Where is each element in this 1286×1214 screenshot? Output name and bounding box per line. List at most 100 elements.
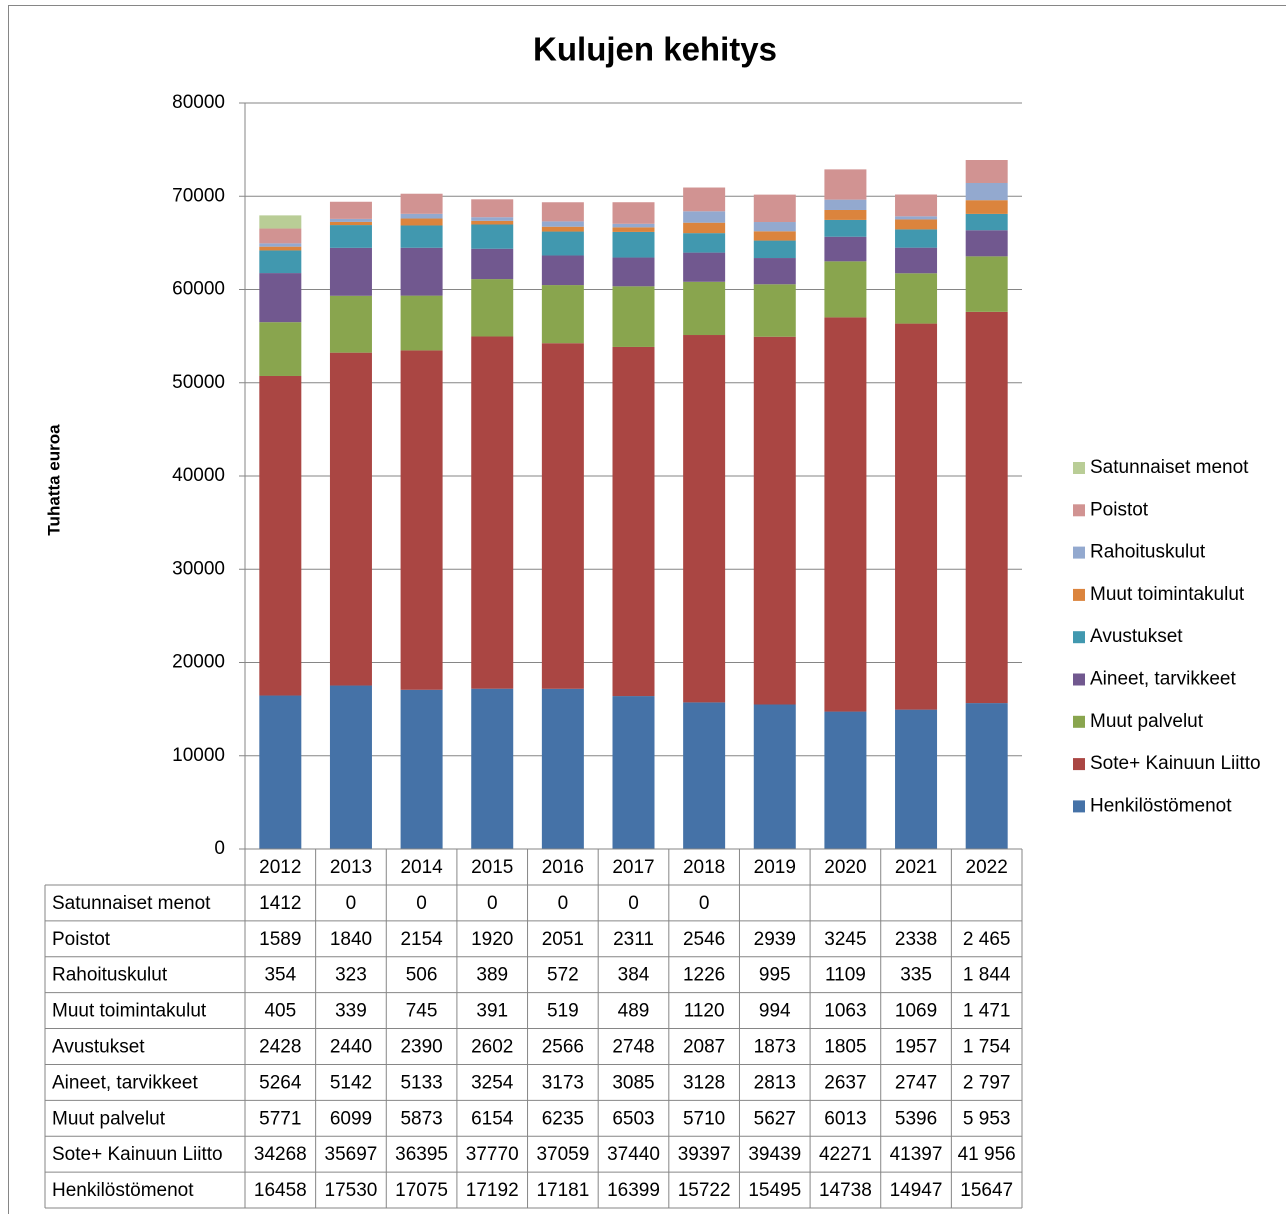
table-cell: 3173 <box>542 1072 584 1093</box>
table-cell: 2338 <box>895 929 937 950</box>
bar-segment <box>824 169 867 200</box>
bar-segment <box>541 255 584 286</box>
bar-segment <box>683 702 726 849</box>
bar-segment <box>895 229 938 248</box>
x-tick-label: 2016 <box>542 857 584 878</box>
table-cell: 2602 <box>471 1037 513 1058</box>
table-cell: 16399 <box>607 1180 660 1201</box>
table-cell: 3245 <box>824 929 866 950</box>
legend-swatch <box>1073 546 1085 559</box>
table-cell: 2428 <box>259 1037 301 1058</box>
bar-segment <box>471 220 514 225</box>
legend-swatch <box>1073 588 1085 601</box>
table-cell: 506 <box>406 965 438 986</box>
bar-segment <box>541 221 584 227</box>
table-cell: 16458 <box>254 1180 307 1201</box>
table-cell: 5627 <box>754 1108 796 1129</box>
table-cell: 2 797 <box>963 1072 1011 1093</box>
bar-segment <box>683 281 726 336</box>
bar-segment <box>329 225 372 248</box>
table-cell: 0 <box>699 893 710 914</box>
bar-segment <box>965 230 1008 257</box>
table-cell: 323 <box>335 965 367 986</box>
table-cell: 0 <box>628 893 639 914</box>
bar-segment <box>541 231 584 256</box>
bar-segment <box>400 218 443 226</box>
bar-segment <box>471 336 514 689</box>
table-row-label: Rahoituskulut <box>52 965 168 986</box>
table-cell: 489 <box>618 1001 650 1022</box>
bar-segment <box>612 227 655 232</box>
table-cell: 995 <box>759 965 791 986</box>
bar-segment <box>612 346 655 697</box>
x-tick-label: 2014 <box>400 857 443 878</box>
table-cell: 335 <box>900 965 932 986</box>
bar-segment <box>612 202 655 224</box>
bar-segment <box>824 711 867 849</box>
bar-segment <box>541 285 584 344</box>
x-tick-label: 2012 <box>259 857 301 878</box>
table-cell: 1 844 <box>963 965 1011 986</box>
table-cell: 39439 <box>748 1144 801 1165</box>
bar-segment <box>753 336 796 705</box>
x-tick-label: 2021 <box>895 857 937 878</box>
bar-segment <box>965 182 1008 201</box>
table-cell: 2440 <box>330 1037 372 1058</box>
y-tick-label: 30000 <box>172 558 225 579</box>
table-cell: 5142 <box>330 1072 372 1093</box>
bar-segment <box>259 215 302 229</box>
legend-label: Muut toimintakulut <box>1090 584 1245 605</box>
bar-segment <box>612 223 655 228</box>
table-cell: 389 <box>476 965 508 986</box>
y-tick-label: 20000 <box>172 652 225 673</box>
table-cell: 1 754 <box>963 1037 1011 1058</box>
x-tick-label: 2022 <box>966 857 1008 878</box>
x-tick-label: 2019 <box>754 857 796 878</box>
table-cell: 2390 <box>400 1037 442 1058</box>
bar-segment <box>541 688 584 849</box>
legend-swatch <box>1073 715 1085 728</box>
x-tick-label: 2013 <box>330 857 372 878</box>
bar-segment <box>612 231 655 258</box>
bar-segment <box>259 243 302 247</box>
table-cell: 17181 <box>536 1180 589 1201</box>
x-tick-label: 2020 <box>824 857 866 878</box>
table-cell: 0 <box>487 893 498 914</box>
table-row-label: Muut palvelut <box>52 1108 166 1129</box>
table-cell: 5710 <box>683 1108 725 1129</box>
table-cell: 572 <box>547 965 579 986</box>
table-cell: 14947 <box>890 1180 943 1201</box>
bar-segment <box>612 696 655 849</box>
bar-segment <box>753 231 796 241</box>
chart-title: Kulujen kehitys <box>533 31 777 68</box>
y-tick-label: 50000 <box>172 372 225 393</box>
table-row-label: Satunnaiset menot <box>52 893 211 914</box>
bar-segment <box>965 311 1008 704</box>
bar-segment <box>329 295 372 353</box>
table-cell: 41 956 <box>958 1144 1016 1165</box>
table-cell: 2747 <box>895 1072 937 1093</box>
table-row-label: Sote+ Kainuun Liitto <box>52 1144 223 1165</box>
bar-segment <box>471 279 514 337</box>
bar-segment <box>541 226 584 232</box>
legend-swatch <box>1073 758 1085 771</box>
bar-segment <box>895 216 938 220</box>
bar-segment <box>400 213 443 219</box>
bar-segment <box>895 247 938 274</box>
table-cell: 2546 <box>683 929 725 950</box>
table-cell: 3128 <box>683 1072 725 1093</box>
bar-segment <box>400 295 443 351</box>
legend-swatch <box>1073 800 1085 813</box>
bar-segment <box>400 689 443 849</box>
table-cell: 37770 <box>466 1144 519 1165</box>
table-cell: 2813 <box>754 1072 796 1093</box>
table-cell: 36395 <box>395 1144 448 1165</box>
bar-segment <box>400 193 443 214</box>
bar-segment <box>753 258 796 285</box>
table-cell: 5771 <box>259 1108 301 1129</box>
table-row-label: Henkilöstömenot <box>52 1180 194 1201</box>
bar-segment <box>824 236 867 262</box>
bar-segment <box>824 199 867 210</box>
table-cell: 384 <box>618 965 650 986</box>
bar-segment <box>259 273 302 323</box>
